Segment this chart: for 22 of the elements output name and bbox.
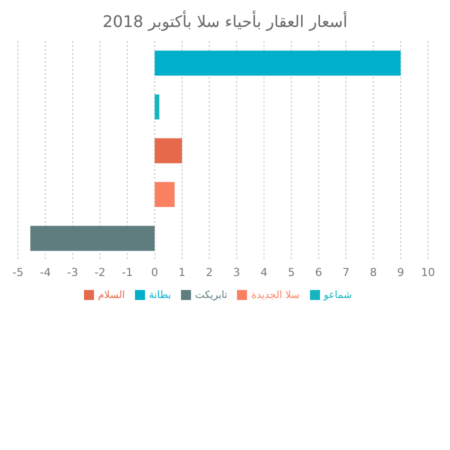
legend-label: شماعو (324, 290, 352, 301)
x-tick-label: 3 (233, 266, 240, 279)
x-tick-label: -4 (40, 266, 51, 279)
legend-label: السلام (98, 290, 125, 301)
x-tick-label: 2 (206, 266, 213, 279)
x-tick-label: 7 (342, 266, 350, 279)
legend-label: بطانة (148, 290, 172, 301)
x-tick-label: 6 (315, 266, 322, 279)
x-tick-label: -5 (12, 266, 24, 279)
chart-title: أسعار العقار بأحياء سلا بأكتوبر 2018 (102, 12, 348, 31)
x-tick-label: -2 (94, 266, 106, 279)
x-tick-label: 5 (288, 266, 295, 279)
x-tick-label: 1 (178, 266, 186, 279)
x-tick-label: -1 (122, 266, 133, 279)
legend-label: تابريكت (195, 290, 228, 301)
x-tick-label: 8 (370, 266, 377, 279)
x-tick-label: -3 (67, 266, 78, 279)
x-tick-label: 4 (260, 266, 268, 279)
legend-label: سلا الجديدة (251, 290, 300, 301)
x-tick-label: 9 (397, 266, 404, 279)
x-tick-label: 10 (421, 266, 435, 279)
x-tick-label: 0 (151, 266, 158, 279)
